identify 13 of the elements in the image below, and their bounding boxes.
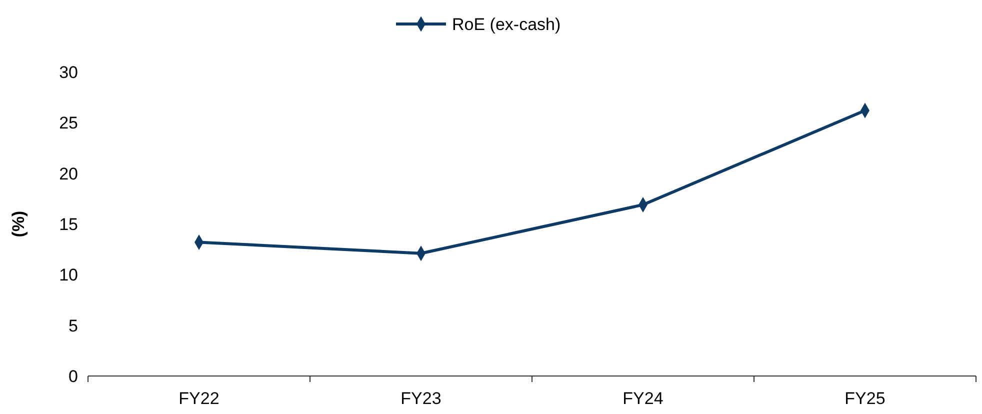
y-tick-label: 10 [59, 266, 78, 285]
y-tick-label: 5 [68, 316, 78, 336]
y-tick-label: 15 [59, 214, 78, 234]
y-tick-label: 0 [68, 366, 78, 386]
y-tick-label: 30 [59, 62, 78, 82]
x-tick-label: FY25 [844, 389, 886, 408]
legend-label: RoE (ex-cash) [452, 14, 561, 34]
x-tick-label: FY23 [400, 389, 442, 408]
y-tick-label: 20 [59, 164, 78, 184]
x-tick-label: FY22 [178, 389, 220, 408]
y-axis-title: (%) [9, 210, 28, 238]
x-tick-label: FY24 [622, 389, 664, 408]
y-tick-label: 25 [59, 114, 78, 133]
